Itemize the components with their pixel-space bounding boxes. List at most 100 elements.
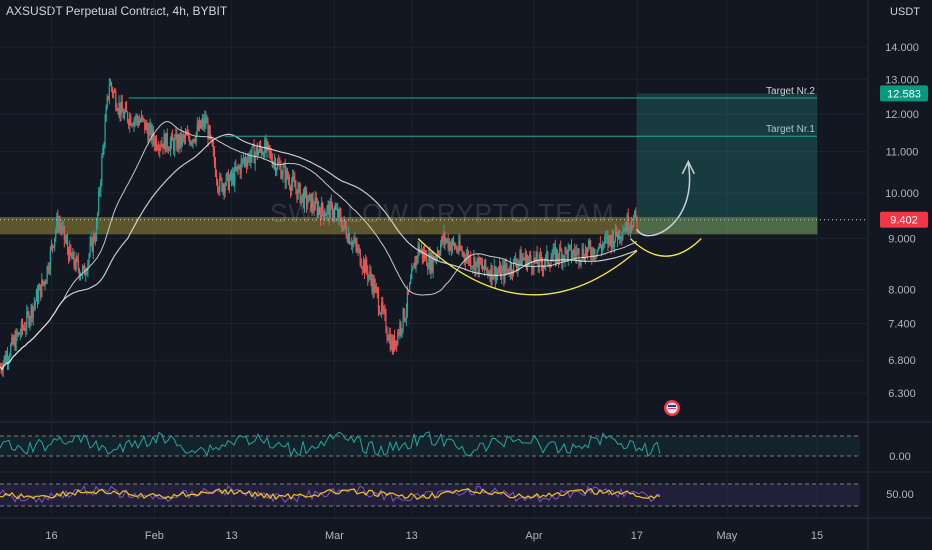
candle-body <box>634 210 636 218</box>
candle-body <box>315 198 317 203</box>
candle-body <box>74 264 76 269</box>
candle-body <box>346 236 348 242</box>
candle-body <box>609 235 611 239</box>
candle-body <box>184 134 187 139</box>
candle-body <box>377 292 380 311</box>
candle-body <box>457 250 459 252</box>
candle-body <box>182 135 184 137</box>
candle-body <box>474 257 476 272</box>
candle-body <box>239 166 241 174</box>
candle-body <box>19 333 21 335</box>
candle-body <box>14 337 16 350</box>
candle-body <box>272 162 274 167</box>
candle-body <box>214 162 217 176</box>
target-price-badge-bg <box>880 85 928 102</box>
candle-body <box>265 140 267 151</box>
candle-body <box>25 327 27 331</box>
candle-body <box>371 279 373 292</box>
candle-body <box>244 158 247 164</box>
candle-body <box>257 151 259 156</box>
candle-body <box>291 183 293 192</box>
candle-body <box>87 261 89 272</box>
candle-body <box>217 180 219 189</box>
candle-body <box>324 215 326 219</box>
candle-body <box>431 255 433 272</box>
candle-body <box>41 279 43 297</box>
candle-body <box>215 175 218 181</box>
candle-body <box>299 184 301 203</box>
candle-body <box>123 112 125 119</box>
candle-body <box>604 237 606 244</box>
candle-body <box>243 158 246 162</box>
candle-body <box>522 257 524 259</box>
x-tick-label: 15 <box>811 530 823 542</box>
candle-body <box>504 263 506 280</box>
candle-body <box>627 215 629 231</box>
candle-body <box>45 280 47 285</box>
candle-body <box>57 216 59 228</box>
candle-body <box>329 201 331 219</box>
candle-body <box>282 167 284 176</box>
candle-body <box>234 166 236 185</box>
candle-body <box>395 340 397 349</box>
candle-body <box>551 256 553 261</box>
candle-body <box>289 187 292 192</box>
candle-body <box>500 264 502 280</box>
y-tick-label: 7.400 <box>888 318 916 330</box>
candle-body <box>1 369 3 372</box>
candle-body <box>151 128 153 141</box>
candle-body <box>203 119 205 127</box>
candle-body <box>309 194 311 196</box>
projection-arrow <box>636 163 691 237</box>
candle-body <box>284 165 286 183</box>
candle-body <box>378 310 381 314</box>
candle-body <box>442 236 444 242</box>
candle-body <box>117 110 119 112</box>
candle-body <box>164 134 166 152</box>
candle-body <box>476 258 478 262</box>
target-price-badge: 12.583 <box>887 88 921 100</box>
candle-body <box>351 243 353 246</box>
candle-body <box>262 153 264 155</box>
candle-body <box>414 263 416 269</box>
candle-body <box>421 248 424 259</box>
candle-body <box>148 128 150 141</box>
candle-body <box>192 139 194 144</box>
candle-body <box>358 248 360 250</box>
candle-body <box>146 123 148 130</box>
candle-body <box>75 256 77 269</box>
candle-body <box>357 248 359 251</box>
candle-body <box>597 248 599 250</box>
candle-body <box>342 225 344 231</box>
candle-body <box>370 271 372 280</box>
y-tick-label: 11.000 <box>886 147 919 159</box>
candle-body <box>323 211 325 219</box>
candle-body <box>598 243 600 249</box>
candle-body <box>42 279 44 284</box>
candle-body <box>90 238 92 244</box>
candle-body <box>559 246 561 260</box>
candle-body <box>207 122 209 140</box>
candle-body <box>322 202 324 212</box>
candle-body <box>161 143 163 147</box>
candle-body <box>166 132 168 148</box>
candle-body <box>15 331 17 350</box>
candle-body <box>482 268 485 270</box>
candle-body <box>568 245 570 248</box>
candle-body <box>92 235 94 252</box>
candle-body <box>193 139 195 142</box>
candle-body <box>83 265 85 268</box>
event-flag-icon[interactable] <box>664 400 680 416</box>
candle-body <box>34 301 36 304</box>
candle-body <box>441 236 443 245</box>
candle-body <box>180 132 182 145</box>
candle-body <box>61 226 63 231</box>
candle-body <box>205 117 207 124</box>
watermark: SWALLOW CRYPTO TEAM <box>270 198 615 228</box>
candle-body <box>276 168 278 173</box>
candle-body <box>226 172 228 175</box>
candle-body <box>58 222 60 228</box>
candle-body <box>105 107 107 122</box>
candle-body <box>635 210 637 216</box>
